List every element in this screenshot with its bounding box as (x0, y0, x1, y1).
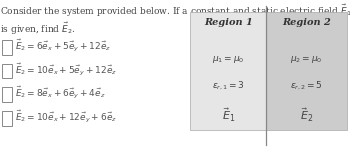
Text: $\varepsilon_{r,2} = 5$: $\varepsilon_{r,2} = 5$ (290, 80, 323, 92)
Text: Consider the system provided below. If a constant and static electric field $\ve: Consider the system provided below. If a… (0, 3, 350, 19)
Bar (2, 111, 12, 126)
Bar (2, 40, 12, 55)
Text: $\mu_2 = \mu_0$: $\mu_2 = \mu_0$ (290, 54, 323, 65)
Text: is given, find $\vec{E}_2$.: is given, find $\vec{E}_2$. (0, 21, 76, 37)
Text: $\vec{E}_2 = 6\vec{e}_x + 5\vec{e}_y + 12\vec{e}_z$: $\vec{E}_2 = 6\vec{e}_x + 5\vec{e}_y + 1… (15, 38, 112, 54)
Text: Region 2: Region 2 (282, 18, 331, 27)
Text: $\vec{E}_2 = 10\vec{e}_x + 5\vec{e}_y + 12\vec{e}_z$: $\vec{E}_2 = 10\vec{e}_x + 5\vec{e}_y + … (15, 61, 118, 78)
Text: $\vec{E}_1$: $\vec{E}_1$ (222, 107, 235, 124)
Bar (266, 12, 346, 130)
Text: $\mu_1 = \mu_0$: $\mu_1 = \mu_0$ (212, 54, 244, 65)
Text: $\vec{E}_2 = 8\vec{e}_x + 6\vec{e}_y + 4\vec{e}_z$: $\vec{E}_2 = 8\vec{e}_x + 6\vec{e}_y + 4… (15, 85, 106, 101)
Text: $\varepsilon_{r,1} = 3$: $\varepsilon_{r,1} = 3$ (212, 80, 245, 92)
Bar (190, 12, 266, 130)
Bar (2, 87, 12, 102)
Text: $\vec{E}_2 = 10\vec{e}_x + 12\vec{e}_y + 6\vec{e}_z$: $\vec{E}_2 = 10\vec{e}_x + 12\vec{e}_y +… (15, 109, 118, 125)
Text: $\vec{E}_2$: $\vec{E}_2$ (300, 107, 313, 124)
Text: Region 1: Region 1 (204, 18, 253, 27)
Bar (2, 64, 12, 78)
